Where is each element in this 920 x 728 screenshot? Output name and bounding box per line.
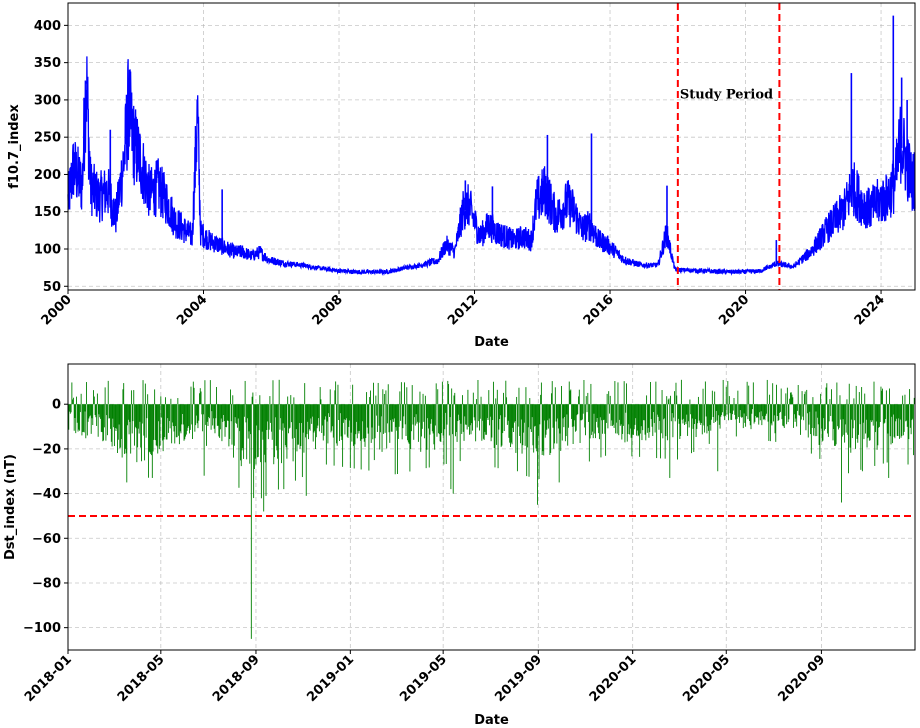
plot-frame xyxy=(67,363,916,651)
x-tick-label: 2018-05 xyxy=(115,652,168,705)
y-axis-title: Dst_index (nT) xyxy=(3,454,18,560)
f107-line xyxy=(67,56,916,276)
x-tick-label: 2018-09 xyxy=(210,652,263,705)
y-tick-label: −100 xyxy=(23,621,61,636)
x-tick-label: 2020 xyxy=(716,292,752,328)
x-tick-label: 2004 xyxy=(174,292,210,328)
y-tick-label: −60 xyxy=(32,532,61,547)
x-tick-label: 2020-01 xyxy=(587,652,640,705)
y-axis-title: f10.7_index xyxy=(7,104,22,189)
plot-frame xyxy=(67,2,916,291)
x-tick-label: 2016 xyxy=(581,292,617,328)
y-tick-label: 200 xyxy=(34,168,61,183)
x-tick-label: 2019-01 xyxy=(304,652,357,705)
y-tick-label: 100 xyxy=(34,243,61,258)
study-period-label: Study Period xyxy=(680,87,773,102)
x-tick-label: 2019-05 xyxy=(397,652,450,705)
x-tick-label: 2024 xyxy=(852,292,888,328)
y-tick-label: 50 xyxy=(43,280,61,295)
y-tick-label: 0 xyxy=(52,398,61,413)
x-axis-title: Date xyxy=(474,713,509,728)
x-tick-label: 2020-09 xyxy=(775,652,828,705)
y-tick-label: 300 xyxy=(34,93,61,108)
x-tick-label: 2012 xyxy=(445,292,481,328)
y-tick-label: 250 xyxy=(34,131,61,146)
y-tick-label: −80 xyxy=(32,576,61,591)
x-tick-label: 2008 xyxy=(310,292,346,328)
f107-panel: Study Period 50 100 150 200 250 300 350 400 2000 2… xyxy=(7,2,916,350)
y-tick-label: −40 xyxy=(32,487,61,502)
y-tick-label: 400 xyxy=(34,19,61,34)
x-tick-label: 2018-01 xyxy=(22,652,75,705)
x-tick-label: 2000 xyxy=(39,292,75,328)
x-axis-title: Date xyxy=(474,335,509,350)
y-tick-label: −20 xyxy=(32,442,61,457)
y-tick-label: 350 xyxy=(34,56,61,71)
x-tick-label: 2019-09 xyxy=(492,652,545,705)
dst-panel: 0 −20 −40 −60 −80 −100 2018-01 2018-05 2018-09 20… xyxy=(3,363,916,728)
x-tick-label: 2020-05 xyxy=(680,652,733,705)
y-tick-label: 150 xyxy=(34,205,61,220)
